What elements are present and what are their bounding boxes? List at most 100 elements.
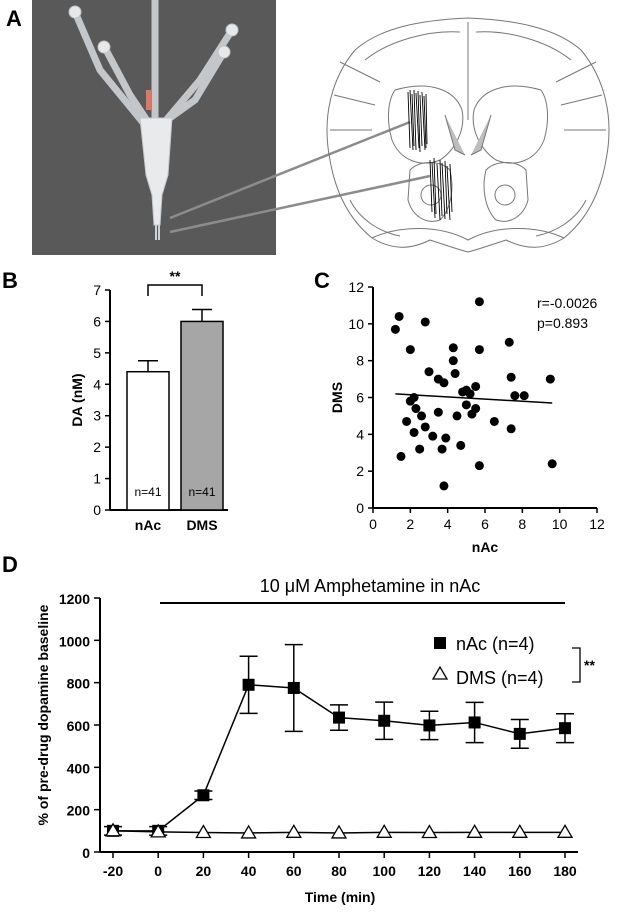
d-marker-square — [378, 714, 391, 727]
d-marker-square — [333, 711, 345, 724]
c-y-tick-label: 12 — [348, 279, 364, 295]
c-data-point — [504, 337, 514, 347]
c-data-point — [420, 317, 430, 327]
b-significance-stars: ** — [170, 268, 181, 284]
b-bar-dms — [180, 320, 224, 511]
c-data-point — [506, 372, 516, 382]
c-data-point — [402, 416, 412, 426]
d-marker-square — [559, 722, 571, 735]
d-marker-triangle — [285, 824, 302, 838]
d-y-tick-label: 0 — [82, 845, 90, 861]
d-marker-triangle — [195, 824, 212, 839]
c-y-tick-label: 6 — [356, 390, 364, 406]
panel-b-letter: B — [2, 268, 18, 293]
connector-lines — [169, 120, 431, 234]
d-marker-triangle — [376, 824, 393, 838]
c-data-point — [428, 431, 438, 441]
c-y-tick-label: 2 — [356, 463, 364, 479]
c-data-point — [441, 433, 451, 443]
d-marker-triangle — [421, 824, 438, 839]
c-x-tick-label: 12 — [589, 516, 605, 532]
c-x-tick-label: 10 — [552, 516, 568, 532]
b-category-label: DMS — [186, 517, 217, 533]
c-annotation-p: p=0.893 — [537, 315, 588, 331]
panel-c-letter: C — [314, 268, 330, 293]
b-y-tick-label: 7 — [93, 282, 101, 298]
d-x-tick-label: 180 — [553, 863, 577, 879]
c-annotation-r: r=-0.0026 — [537, 295, 598, 311]
d-legend-label-dms: DMS (n=4) — [456, 668, 544, 688]
d-y-axis-label: % of pre-drug dopamine baseline — [35, 604, 51, 825]
b-y-tick-label: 1 — [93, 471, 101, 487]
b-significance-bracket — [147, 284, 203, 296]
c-x-tick-label: 0 — [369, 516, 377, 532]
c-data-point — [465, 389, 475, 399]
d-y-tick-label: 1000 — [59, 633, 90, 649]
d-x-tick-label: 40 — [241, 863, 257, 879]
d-y-tick-label: 600 — [67, 718, 91, 734]
d-legend-marker-dms — [431, 665, 449, 680]
d-marker-square — [197, 789, 210, 802]
c-data-point — [396, 451, 406, 461]
d-marker-triangle — [330, 824, 348, 839]
c-y-tick-label: 8 — [356, 353, 364, 369]
c-data-point — [411, 404, 421, 414]
d-x-tick-label: 80 — [331, 863, 347, 879]
c-data-point — [506, 424, 516, 434]
d-marker-triangle — [150, 823, 167, 838]
c-data-point — [519, 391, 529, 401]
c-data-point — [437, 444, 447, 454]
chart-c: 0 2 4 6 8 10 12 0 2 4 6 8 10 12 DMS nAc r=-0.0026 p=0.893 — [329, 279, 605, 555]
d-x-tick-label: 60 — [286, 863, 302, 879]
c-data-point — [456, 440, 466, 450]
c-y-tick-label: 10 — [348, 316, 364, 332]
d-marker-triangle — [104, 822, 122, 837]
c-data-point — [394, 311, 404, 321]
d-marker-square — [513, 727, 526, 740]
brain-section-diagram — [326, 17, 610, 253]
panel-d-letter: D — [2, 552, 18, 577]
b-y-tick-label: 2 — [93, 439, 101, 455]
c-data-point — [448, 343, 458, 353]
c-data-point — [448, 356, 458, 366]
c-trendline — [395, 393, 553, 404]
d-y-tick-label: 400 — [67, 760, 91, 776]
b-n-label: n=41 — [188, 485, 215, 499]
b-y-tick-label: 6 — [93, 313, 101, 329]
c-data-point — [510, 391, 520, 401]
c-data-point — [471, 404, 481, 414]
d-x-tick-label: 0 — [154, 863, 162, 879]
c-data-point — [433, 407, 443, 417]
d-legend-label-nac: nAc (n=4) — [456, 634, 535, 654]
c-y-tick-label: 4 — [356, 426, 364, 442]
d-marker-triangle — [466, 824, 483, 838]
d-marker-square — [468, 716, 481, 729]
c-data-point — [420, 422, 430, 432]
d-marker-triangle — [240, 824, 257, 839]
c-data-point — [390, 324, 400, 334]
c-data-point — [489, 416, 499, 426]
d-marker-triangle — [511, 824, 528, 838]
c-data-point — [439, 481, 449, 491]
c-x-axis-label: nAc — [472, 539, 499, 555]
c-x-tick-label: 8 — [518, 516, 526, 532]
d-x-tick-label: 20 — [196, 863, 212, 879]
b-category-label: nAc — [135, 517, 162, 533]
c-y-tick-label: 0 — [356, 500, 364, 516]
d-y-tick-label: 1200 — [59, 591, 90, 607]
b-y-tick-label: 3 — [93, 408, 101, 424]
c-x-tick-label: 4 — [444, 516, 452, 532]
c-data-point — [450, 369, 460, 379]
b-y-tick-label: 4 — [93, 376, 101, 392]
b-y-tick-label: 0 — [93, 502, 101, 518]
probe-photo — [32, 0, 276, 255]
d-marker-square — [423, 719, 436, 732]
d-significance-stars: ** — [584, 657, 595, 673]
c-data-point — [547, 459, 557, 469]
c-data-point — [545, 374, 555, 384]
c-data-point — [452, 411, 462, 421]
c-data-point — [417, 411, 427, 421]
d-x-tick-label: 120 — [418, 863, 442, 879]
c-data-point — [471, 381, 481, 391]
c-data-point — [474, 345, 484, 355]
